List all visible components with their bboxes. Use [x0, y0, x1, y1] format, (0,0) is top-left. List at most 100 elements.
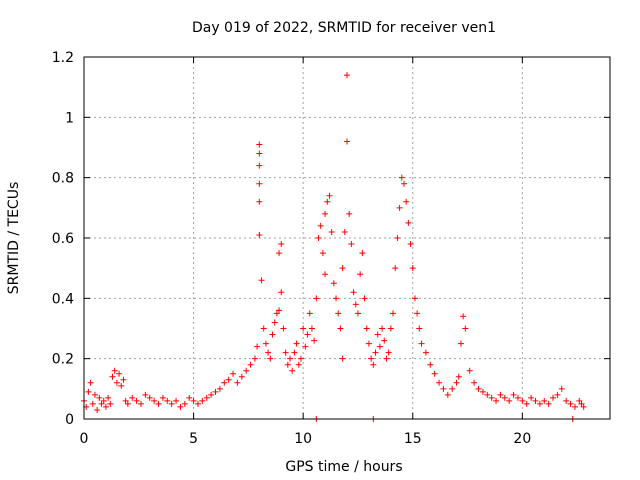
data-point: [234, 379, 241, 386]
data-point: [111, 367, 118, 374]
data-point: [368, 355, 375, 362]
data-point: [186, 394, 193, 401]
data-point: [381, 337, 388, 344]
y-tick-label: 0.6: [52, 231, 74, 247]
data-point: [146, 394, 153, 401]
data-point: [291, 349, 298, 356]
data-point: [282, 349, 289, 356]
data-point: [269, 331, 276, 338]
data-point: [501, 394, 508, 401]
data-point: [258, 277, 265, 284]
data-point: [563, 397, 570, 404]
x-tick-label: 5: [189, 431, 198, 447]
data-point: [376, 343, 383, 350]
x-axis-title: GPS time / hours: [285, 459, 402, 475]
data-point: [370, 361, 377, 368]
data-point: [262, 340, 269, 347]
data-point: [107, 400, 114, 407]
data-point: [365, 340, 372, 347]
data-point: [506, 397, 513, 404]
y-tick-label: 1: [65, 110, 74, 126]
data-point: [390, 310, 397, 317]
data-point: [260, 325, 267, 332]
data-point: [142, 391, 149, 398]
data-point: [528, 394, 535, 401]
data-point: [418, 340, 425, 347]
data-point: [374, 331, 381, 338]
data-point: [372, 349, 379, 356]
data-point: [541, 397, 548, 404]
data-point: [398, 174, 405, 181]
data-point: [98, 400, 105, 407]
data-point: [462, 325, 469, 332]
data-point: [328, 228, 335, 235]
data-point: [276, 307, 283, 314]
data-point: [440, 385, 447, 392]
data-point: [337, 325, 344, 332]
y-tick-label: 0.4: [52, 291, 74, 307]
y-tick-label: 0.8: [52, 171, 74, 187]
data-point: [348, 241, 355, 248]
data-point: [199, 397, 206, 404]
data-point: [256, 231, 263, 238]
data-point: [576, 397, 583, 404]
data-point: [225, 376, 232, 383]
data-point: [89, 400, 96, 407]
data-point: [484, 391, 491, 398]
data-point: [293, 340, 300, 347]
data-point: [322, 210, 329, 217]
data-point: [550, 394, 557, 401]
data-point: [457, 340, 464, 347]
data-point: [471, 379, 478, 386]
data-point: [510, 391, 517, 398]
data-point: [151, 397, 158, 404]
data-point: [392, 265, 399, 272]
data-point: [333, 295, 340, 302]
data-point: [322, 271, 329, 278]
data-point: [405, 219, 412, 226]
data-point: [295, 361, 302, 368]
data-point: [455, 373, 462, 380]
data-point: [256, 162, 263, 169]
data-point: [407, 241, 414, 248]
data-point: [304, 331, 311, 338]
data-point: [341, 228, 348, 235]
data-point: [306, 310, 313, 317]
data-point: [256, 198, 263, 205]
data-point: [315, 235, 322, 241]
data-point: [335, 310, 342, 317]
data-point: [411, 295, 418, 302]
data-point: [289, 367, 296, 374]
data-point: [190, 397, 197, 404]
data-point: [300, 325, 307, 332]
data-point: [85, 388, 92, 395]
data-point: [254, 343, 261, 350]
data-point: [431, 370, 438, 377]
data-point: [523, 400, 530, 407]
data-point: [403, 198, 410, 205]
data-point: [344, 138, 350, 145]
data-point: [102, 403, 109, 410]
data-point: [488, 394, 495, 401]
tick-marks: [83, 56, 610, 420]
data-point: [256, 141, 263, 148]
data-point: [203, 394, 210, 401]
data-point: [173, 397, 180, 404]
data-point: [297, 355, 304, 362]
data-point: [493, 397, 500, 404]
data-point: [238, 373, 245, 380]
data-points: [81, 72, 587, 422]
data-point: [339, 355, 346, 362]
data-point: [519, 397, 526, 404]
data-point: [273, 310, 280, 317]
data-point: [416, 325, 423, 332]
data-point: [422, 349, 429, 356]
data-point: [278, 241, 285, 248]
data-point: [400, 180, 407, 187]
data-point: [271, 319, 278, 326]
data-point: [436, 379, 443, 386]
data-point: [230, 370, 237, 377]
data-point: [554, 391, 561, 398]
data-point: [94, 406, 101, 413]
